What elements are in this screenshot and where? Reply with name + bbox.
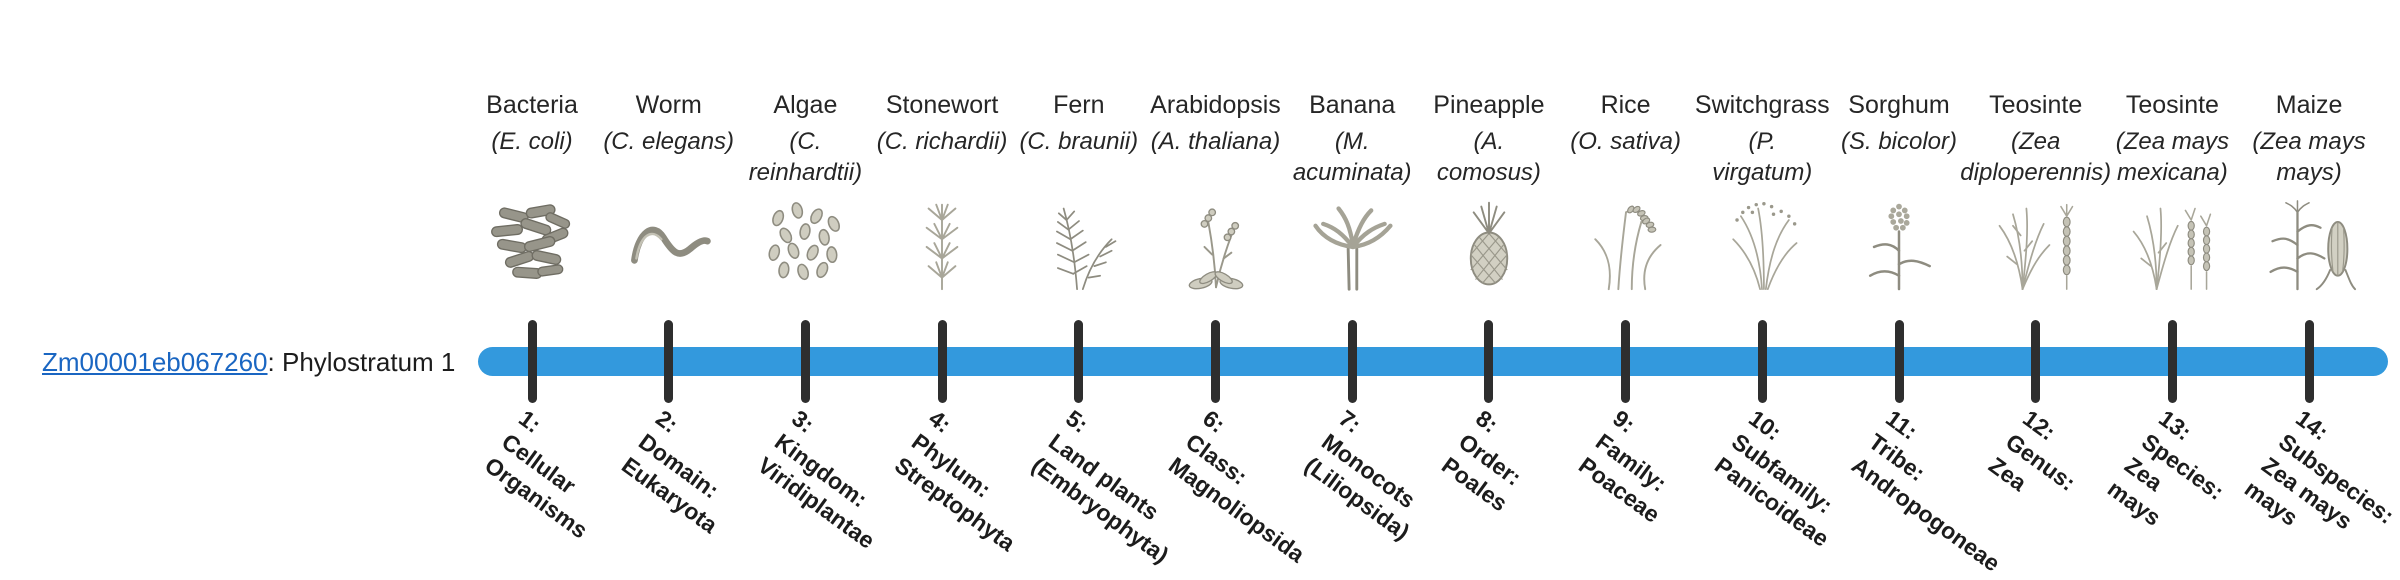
organism-name: Teosinte	[2125, 91, 2219, 119]
organism-column: Teosinte (Zea diploperennis)	[1936, 90, 2136, 291]
bacteria-icon	[472, 195, 592, 293]
organism-name: Algae	[773, 91, 838, 119]
organism-column: Bacteria (E. coli)	[432, 90, 632, 279]
organism-column: Pineapple (A. comosus)	[1389, 90, 1589, 286]
organism-species-name: (Zea diploperennis)	[1960, 128, 2112, 186]
tick-mark	[1757, 320, 1767, 403]
organism-species-name: (C. braunii)	[1019, 128, 1139, 155]
organism-column: Maize (Zea mays mays)	[2209, 90, 2400, 291]
organism-column: Algae (C. reinhardtii)	[705, 90, 905, 281]
gene-label: Zm00001eb067260: Phylostratum 1	[42, 346, 455, 378]
organism-column: Fern (C. braunii)	[979, 90, 1179, 291]
organism-name: Worm	[635, 91, 702, 119]
organism-species-name: (C. reinhardtii)	[748, 128, 863, 186]
banana-icon	[1292, 195, 1412, 293]
organism-species-name: (A. thaliana)	[1150, 128, 1281, 155]
arabidopsis-icon	[1156, 195, 1276, 293]
organism-column: Sorghum (S. bicolor)	[1799, 90, 1999, 291]
organism-column: Switchgrass (P. virgatum)	[1662, 90, 1862, 291]
tick-mark	[2167, 320, 2177, 403]
pineapple-icon	[1429, 195, 1549, 293]
teosinte-diploperennis-icon	[1976, 195, 2096, 293]
organism-name: Fern	[1053, 91, 1105, 119]
organism-column: Stonewort (C. richardii)	[842, 90, 1042, 291]
tick-mark	[664, 320, 674, 403]
organism-species-name: (P. virgatum)	[1712, 128, 1813, 186]
phylostratum-label: 14: Subspecies: Zea mays mays	[2240, 404, 2400, 535]
organism-column: Arabidopsis (A. thaliana)	[1116, 90, 1316, 290]
organism-name: Sorghum	[1848, 91, 1950, 119]
tick-mark	[527, 320, 537, 403]
phylostratum-label: 8: Order: Poales	[1437, 404, 1561, 517]
organism-name: Maize	[2275, 91, 2343, 119]
organism-species-name: (O. sativa)	[1570, 128, 1681, 155]
teosinte-mexicana-icon	[2112, 195, 2232, 293]
organism-species-name: (Zea mays mays)	[2252, 128, 2366, 186]
tick-mark	[800, 320, 810, 403]
algae-icon	[745, 195, 865, 293]
tick-mark	[1347, 320, 1357, 403]
tick-mark	[937, 320, 947, 403]
organism-species-name: (E. coli)	[491, 128, 573, 155]
gene-id-link[interactable]: Zm00001eb067260	[42, 347, 268, 377]
phylostratum-number-text: : Phylostratum 1	[267, 347, 456, 377]
organism-name: Rice	[1600, 91, 1651, 119]
organism-column: Teosinte (Zea mays mexicana)	[2072, 90, 2272, 291]
organism-species-name: (Zea mays mexicana)	[2115, 128, 2230, 186]
stonewort-icon	[882, 195, 1002, 293]
tick-mark	[1211, 320, 1220, 403]
organism-species-name: (M. acuminata)	[1292, 128, 1412, 186]
phylostratum-label: 9: Family: Poaceae	[1574, 404, 1717, 528]
organism-species-name: (C. elegans)	[603, 128, 735, 155]
sorghum-icon	[1839, 195, 1959, 293]
rice-icon	[1566, 195, 1686, 293]
worm-icon	[609, 195, 729, 293]
organism-column: Banana (M. acuminata)	[1252, 90, 1452, 291]
switchgrass-icon	[1702, 195, 1822, 293]
organism-name: Teosinte	[1989, 91, 2083, 119]
tick-mark	[2304, 320, 2314, 403]
phylostratum-label: 12: Genus: Zea	[1984, 404, 2113, 496]
organism-name: Arabidopsis	[1150, 91, 1281, 119]
tick-mark	[2031, 320, 2041, 403]
organism-species-name: (S. bicolor)	[1840, 128, 1958, 155]
fern-icon	[1019, 195, 1139, 293]
organism-species-name: (C. richardii)	[876, 128, 1008, 155]
organism-column: Worm (C. elegans)	[569, 90, 769, 264]
organism-column: Rice (O. sativa)	[1526, 90, 1726, 291]
organism-name: Pineapple	[1433, 91, 1545, 119]
tick-mark	[1074, 320, 1084, 403]
timeline-bar	[478, 347, 2388, 376]
tick-mark	[1621, 320, 1631, 403]
tick-mark	[1484, 320, 1494, 403]
organism-species-name: (A. comosus)	[1436, 128, 1541, 186]
tick-mark	[1894, 320, 1904, 403]
organism-name: Switchgrass	[1694, 91, 1830, 119]
organism-name: Stonewort	[885, 91, 999, 119]
maize-icon	[2249, 195, 2369, 293]
organism-name: Bacteria	[486, 91, 578, 119]
organism-name: Banana	[1309, 91, 1396, 119]
